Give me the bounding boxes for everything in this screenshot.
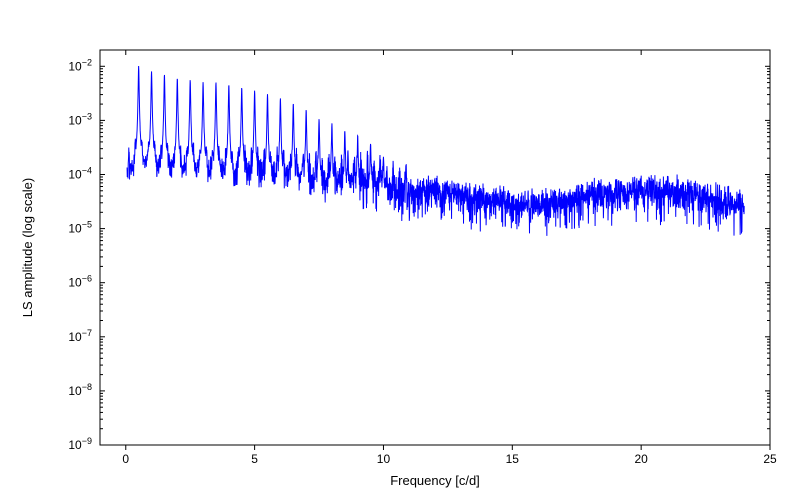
y-axis-label: LS amplitude (log scale)	[20, 178, 35, 317]
x-tick-label: 5	[251, 452, 258, 466]
x-tick-label: 20	[634, 452, 648, 466]
x-tick-label: 0	[122, 452, 129, 466]
x-tick-label: 10	[377, 452, 391, 466]
chart-svg: 051015202510−910−810−710−610−510−410−310…	[0, 0, 800, 500]
x-axis-label: Frequency [c/d]	[390, 473, 480, 488]
x-tick-label: 15	[506, 452, 520, 466]
periodogram-chart: 051015202510−910−810−710−610−510−410−310…	[0, 0, 800, 500]
x-tick-label: 25	[763, 452, 777, 466]
